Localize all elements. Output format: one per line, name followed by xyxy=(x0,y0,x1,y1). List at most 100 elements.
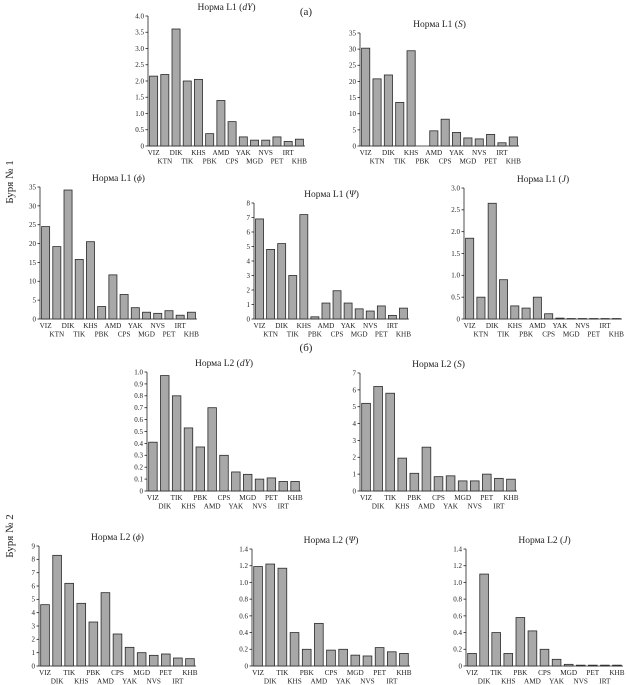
chart-title: Норма L1 (Ψ) xyxy=(304,189,359,200)
bar-nvs xyxy=(362,655,373,667)
x-tick-label: PBK xyxy=(95,331,110,339)
x-tick-label: VIZ xyxy=(39,669,51,677)
x-tick-label: YAK xyxy=(236,149,252,157)
y-tick-label: 8 xyxy=(32,556,36,564)
x-tick-label: TIK xyxy=(394,158,407,166)
bar-pet xyxy=(272,136,282,147)
bar-khb xyxy=(186,311,196,320)
storm-1-label: Буря № 1 xyxy=(4,160,16,204)
y-tick-label: 7 xyxy=(32,569,36,577)
charts-group: Норма L1 (dY) 0 0.5 1.0 1.5 2.0 2.5 3.0 3.5 4.0 VI… xyxy=(29,2,625,685)
y-tick-label: 0 xyxy=(247,315,251,323)
y-tick-label: 2 xyxy=(353,454,357,462)
x-tick-label: CPS xyxy=(111,669,124,677)
bar-amd xyxy=(532,296,542,320)
bar-cps xyxy=(544,313,554,320)
bar-ktn xyxy=(476,296,486,320)
x-tick-label: NVS xyxy=(252,503,266,511)
x-tick-label: DIK xyxy=(372,503,386,511)
x-tick-label: KHB xyxy=(506,158,521,166)
bar-pbk xyxy=(205,133,215,147)
chart-c5: Норма L1 (J) 0 0.5 1.0 1.5 2.0 2.5 3.0 VIZKTNDIK… xyxy=(451,174,624,339)
y-tick-label: 1 xyxy=(353,471,357,479)
bar-yak xyxy=(238,136,248,147)
x-tick-label: AMD xyxy=(213,149,230,157)
bar-khs xyxy=(299,214,309,320)
x-tick-label: TIK xyxy=(384,494,397,502)
x-tick-label: MGD xyxy=(239,494,256,502)
bar-tik xyxy=(182,80,192,147)
x-tick-label: YAK xyxy=(122,678,138,685)
y-tick-label: 0.1 xyxy=(134,476,143,484)
x-tick-label: MGD xyxy=(138,331,155,339)
bar-mgd xyxy=(563,663,574,667)
x-tick-label: TIK xyxy=(63,669,76,677)
x-tick-label: IRT xyxy=(387,322,399,330)
x-tick-label: KTN xyxy=(474,331,490,339)
bar-yak xyxy=(124,646,135,667)
x-tick-label: MGD xyxy=(133,669,150,677)
x-tick-label: KHB xyxy=(184,331,199,339)
bar-viz xyxy=(40,604,50,667)
bar-yak xyxy=(551,658,562,667)
x-tick-label: AMD xyxy=(529,322,546,330)
y-tick-label: 1.5 xyxy=(135,94,144,102)
x-tick-label: CPS xyxy=(118,331,131,339)
x-tick-label: CPS xyxy=(325,669,338,677)
y-tick-label: 0 xyxy=(353,487,357,495)
x-tick-label: KHS xyxy=(297,322,311,330)
bar-viz xyxy=(465,237,475,320)
bar-ktn xyxy=(160,74,170,147)
y-tick-label: 3 xyxy=(353,437,357,445)
y-tick-label: 5 xyxy=(247,243,251,251)
x-tick-label: KHS xyxy=(395,503,409,511)
y-tick-label: 0 xyxy=(353,142,357,150)
y-tick-label: 15 xyxy=(349,94,357,102)
x-tick-label: DIK xyxy=(62,322,76,330)
x-tick-label: PET xyxy=(587,331,600,339)
y-tick-label: 0.6 xyxy=(453,612,462,620)
bar-tik xyxy=(64,582,74,667)
y-tick-label: 0.2 xyxy=(453,646,462,654)
x-tick-label: AMD xyxy=(318,322,335,330)
bar-pbk xyxy=(310,316,320,320)
bar-dik xyxy=(373,386,383,492)
bar-cps xyxy=(433,476,444,492)
x-tick-label: PET xyxy=(586,669,599,677)
x-tick-label: TIK xyxy=(490,669,503,677)
x-tick-label: CPS xyxy=(538,669,551,677)
y-tick-label: 0 xyxy=(140,487,144,495)
x-tick-label: YAK xyxy=(549,678,565,685)
bar-nvs xyxy=(474,138,484,147)
bar-yak xyxy=(338,648,348,667)
y-tick-label: 1.5 xyxy=(451,250,460,258)
panel-label-a: (а) xyxy=(300,6,313,18)
y-tick-label: 0 xyxy=(141,142,145,150)
x-tick-label: IRT xyxy=(386,678,398,685)
bar-nvs xyxy=(469,480,480,492)
y-tick-label: 7 xyxy=(353,369,357,377)
x-tick-label: IRT xyxy=(283,149,295,157)
x-tick-label: DIK xyxy=(486,322,500,330)
y-tick-label: 0.6 xyxy=(239,612,248,620)
bar-yak xyxy=(130,307,140,320)
bar-khb xyxy=(294,138,304,147)
bar-tik xyxy=(499,279,508,320)
bar-cps xyxy=(227,121,237,147)
x-tick-label: CPS xyxy=(542,331,555,339)
x-tick-label: IRT xyxy=(175,322,187,330)
x-tick-label: DIK xyxy=(170,149,184,157)
y-tick-label: 1.2 xyxy=(453,562,462,570)
x-tick-label: KHB xyxy=(396,669,411,677)
bar-pet xyxy=(266,477,277,492)
x-tick-label: PBK xyxy=(86,669,101,677)
bar-khs xyxy=(76,602,87,667)
y-tick-label: 10 xyxy=(349,110,357,118)
x-tick-label: PET xyxy=(265,494,278,502)
bar-irt xyxy=(600,664,610,667)
y-tick-label: 2 xyxy=(32,636,36,644)
bar-dik xyxy=(487,202,497,320)
x-tick-label: KHB xyxy=(396,331,411,339)
y-tick-label: 20 xyxy=(349,78,357,86)
